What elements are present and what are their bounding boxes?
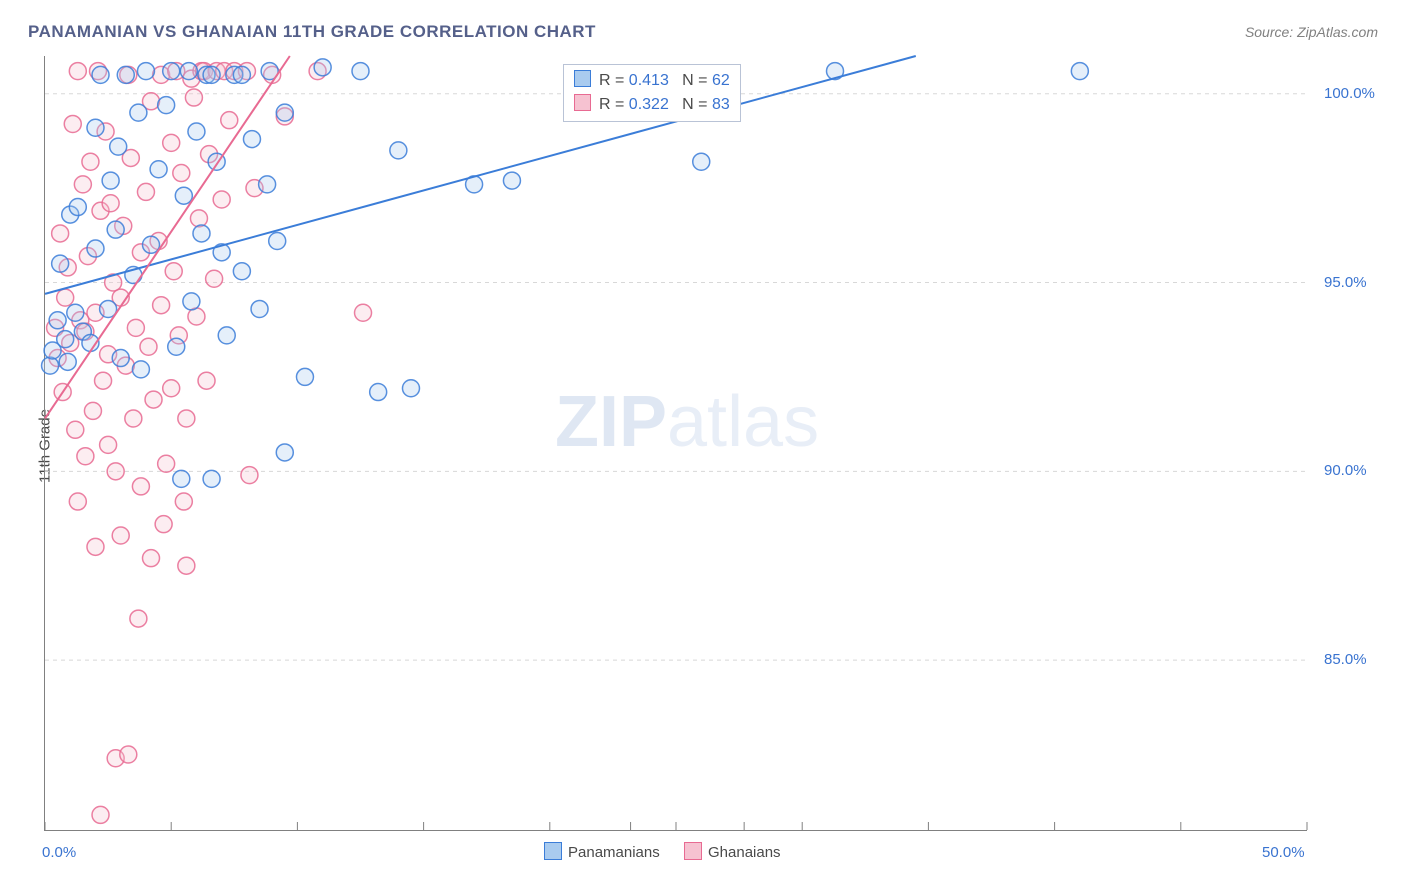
stats-row: R = 0.322 N = 83: [574, 93, 730, 117]
stats-n-label: N =: [669, 96, 712, 113]
chart-svg: [45, 56, 1307, 830]
legend-item-panamanians: Panamanians: [544, 842, 660, 861]
legend-swatch-icon: [574, 70, 591, 87]
ytick-label: 85.0%: [1324, 651, 1367, 668]
legend-swatch-icon: [574, 94, 591, 111]
stats-r-label: R =: [599, 72, 629, 89]
stats-n-value: 83: [712, 96, 730, 113]
stats-r-value: 0.413: [629, 72, 669, 89]
chart-plot-area: ZIPatlas R = 0.413 N = 62R = 0.322 N = 8…: [44, 56, 1307, 831]
source-attribution: Source: ZipAtlas.com: [1245, 24, 1378, 40]
stats-r-value: 0.322: [629, 96, 669, 113]
legend-item-ghanaians: Ghanaians: [684, 842, 781, 861]
ytick-label: 90.0%: [1324, 462, 1367, 479]
legend-label: Ghanaians: [708, 844, 781, 861]
legend-label: Panamanians: [568, 844, 660, 861]
xtick-label: 50.0%: [1262, 844, 1305, 861]
correlation-stats-box: R = 0.413 N = 62R = 0.322 N = 83: [563, 64, 741, 122]
stats-n-label: N =: [669, 72, 712, 89]
ytick-label: 95.0%: [1324, 274, 1367, 291]
chart-title: PANAMANIAN VS GHANAIAN 11TH GRADE CORREL…: [28, 22, 596, 42]
ytick-label: 100.0%: [1324, 85, 1375, 102]
stats-n-value: 62: [712, 72, 730, 89]
stats-row: R = 0.413 N = 62: [574, 69, 730, 93]
xtick-label: 0.0%: [42, 844, 76, 861]
legend-swatch-icon: [684, 842, 702, 860]
stats-r-label: R =: [599, 96, 629, 113]
legend-swatch-icon: [544, 842, 562, 860]
